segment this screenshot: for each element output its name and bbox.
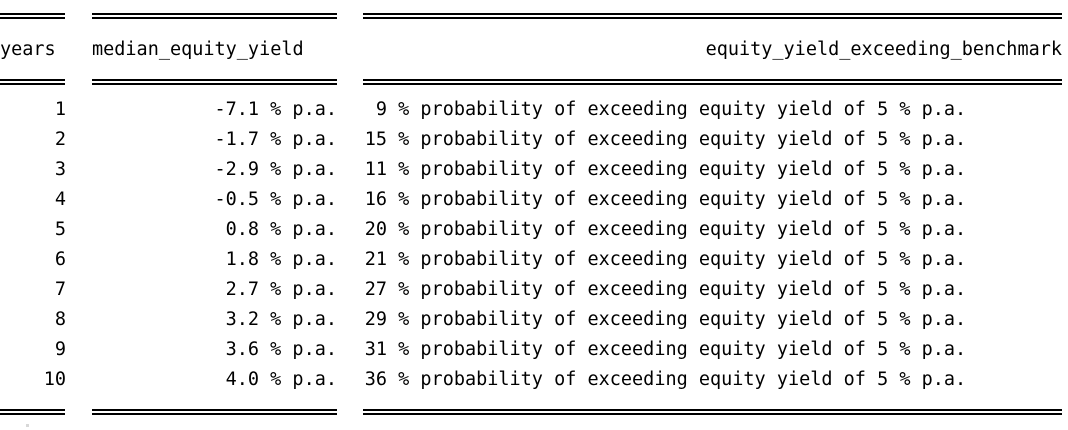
rule-median bbox=[92, 79, 337, 85]
header-rule-row bbox=[0, 66, 1068, 96]
probability-text: % probability of exceeding equity yield … bbox=[398, 339, 967, 360]
probability-value: 21 bbox=[364, 249, 387, 270]
rule-median bbox=[92, 13, 337, 19]
probability-value: 31 bbox=[364, 339, 387, 360]
table-row: 7 2.7 % p.a. 27 % probability of exceedi… bbox=[0, 275, 1068, 305]
probability-value: 36 bbox=[364, 369, 387, 390]
probability-text: % probability of exceeding equity yield … bbox=[398, 99, 967, 120]
probability-text: % probability of exceeding equity yield … bbox=[398, 309, 967, 330]
probability-value: 20 bbox=[364, 219, 387, 240]
table-row: 9 3.6 % p.a. 31 % probability of exceedi… bbox=[0, 335, 1068, 365]
cell-probability: 16 % probability of exceeding equity yie… bbox=[363, 185, 1063, 215]
cell-years: 6 bbox=[54, 249, 66, 270]
header-row: years median_equity_yield equity_yield_e… bbox=[0, 35, 1068, 65]
table-row: 1 -7.1 % p.a. 9 % probability of exceedi… bbox=[0, 95, 1068, 125]
rule-years bbox=[0, 409, 65, 415]
cell-years: 7 bbox=[54, 279, 66, 300]
probability-value: 16 bbox=[364, 189, 387, 210]
cell-probability: 9 % probability of exceeding equity yiel… bbox=[363, 95, 1063, 125]
rule-years bbox=[0, 13, 65, 19]
cell-probability: 31 % probability of exceeding equity yie… bbox=[363, 335, 1063, 365]
cell-median-equity-yield: 0.8 % p.a. bbox=[225, 219, 337, 240]
table-row: 2 -1.7 % p.a. 15 % probability of exceed… bbox=[0, 125, 1068, 155]
header-median-equity-yield: median_equity_yield bbox=[92, 39, 304, 60]
header-equity-yield-exceeding-benchmark: equity_yield_exceeding_benchmark bbox=[705, 39, 1062, 60]
cell-median-equity-yield: 3.6 % p.a. bbox=[225, 339, 337, 360]
cell-years: 3 bbox=[54, 159, 66, 180]
probability-value: 29 bbox=[364, 309, 387, 330]
probability-value: 9 bbox=[375, 99, 387, 120]
probability-text: % probability of exceeding equity yield … bbox=[398, 249, 967, 270]
cell-median-equity-yield: 1.8 % p.a. bbox=[225, 249, 337, 270]
table-row: 10 4.0 % p.a. 36 % probability of exceed… bbox=[0, 365, 1068, 395]
cell-probability: 15 % probability of exceeding equity yie… bbox=[363, 125, 1063, 155]
cell-years: 9 bbox=[54, 339, 66, 360]
cell-years: 4 bbox=[54, 189, 66, 210]
top-rule-row bbox=[0, 0, 1068, 30]
rule-probability bbox=[363, 79, 1062, 85]
cell-probability: 36 % probability of exceeding equity yie… bbox=[363, 365, 1063, 395]
cell-probability: 27 % probability of exceeding equity yie… bbox=[363, 275, 1063, 305]
probability-value: 27 bbox=[364, 279, 387, 300]
probability-value: 15 bbox=[364, 129, 387, 150]
cell-median-equity-yield: -0.5 % p.a. bbox=[214, 189, 337, 210]
cell-years: 2 bbox=[54, 129, 66, 150]
rule-probability bbox=[363, 13, 1062, 19]
cursor-dot bbox=[26, 424, 29, 427]
cell-years: 1 bbox=[54, 99, 66, 120]
probability-text: % probability of exceeding equity yield … bbox=[398, 189, 967, 210]
table-row: 8 3.2 % p.a. 29 % probability of exceedi… bbox=[0, 305, 1068, 335]
cell-years: 10 bbox=[43, 369, 66, 390]
table-row: 5 0.8 % p.a. 20 % probability of exceedi… bbox=[0, 215, 1068, 245]
rule-probability bbox=[363, 409, 1062, 415]
table-row: 6 1.8 % p.a. 21 % probability of exceedi… bbox=[0, 245, 1068, 275]
cell-median-equity-yield: 3.2 % p.a. bbox=[225, 309, 337, 330]
bottom-rule-row bbox=[0, 396, 1068, 426]
cell-median-equity-yield: 2.7 % p.a. bbox=[225, 279, 337, 300]
probability-text: % probability of exceeding equity yield … bbox=[398, 279, 967, 300]
cell-probability: 21 % probability of exceeding equity yie… bbox=[363, 245, 1063, 275]
probability-text: % probability of exceeding equity yield … bbox=[398, 159, 967, 180]
table-row: 4 -0.5 % p.a. 16 % probability of exceed… bbox=[0, 185, 1068, 215]
cell-median-equity-yield: -7.1 % p.a. bbox=[214, 99, 337, 120]
rule-median bbox=[92, 409, 337, 415]
probability-text: % probability of exceeding equity yield … bbox=[398, 129, 967, 150]
cell-probability: 29 % probability of exceeding equity yie… bbox=[363, 305, 1063, 335]
table-row: 3 -2.9 % p.a. 11 % probability of exceed… bbox=[0, 155, 1068, 185]
cell-median-equity-yield: -1.7 % p.a. bbox=[214, 129, 337, 150]
cell-median-equity-yield: -2.9 % p.a. bbox=[214, 159, 337, 180]
probability-text: % probability of exceeding equity yield … bbox=[398, 219, 967, 240]
probability-text: % probability of exceeding equity yield … bbox=[398, 369, 967, 390]
cell-years: 8 bbox=[54, 309, 66, 330]
header-years: years bbox=[0, 39, 56, 60]
cell-probability: 11 % probability of exceeding equity yie… bbox=[363, 155, 1063, 185]
cell-probability: 20 % probability of exceeding equity yie… bbox=[363, 215, 1063, 245]
rule-years bbox=[0, 79, 65, 85]
probability-value: 11 bbox=[364, 159, 387, 180]
cell-median-equity-yield: 4.0 % p.a. bbox=[225, 369, 337, 390]
cell-years: 5 bbox=[54, 219, 66, 240]
